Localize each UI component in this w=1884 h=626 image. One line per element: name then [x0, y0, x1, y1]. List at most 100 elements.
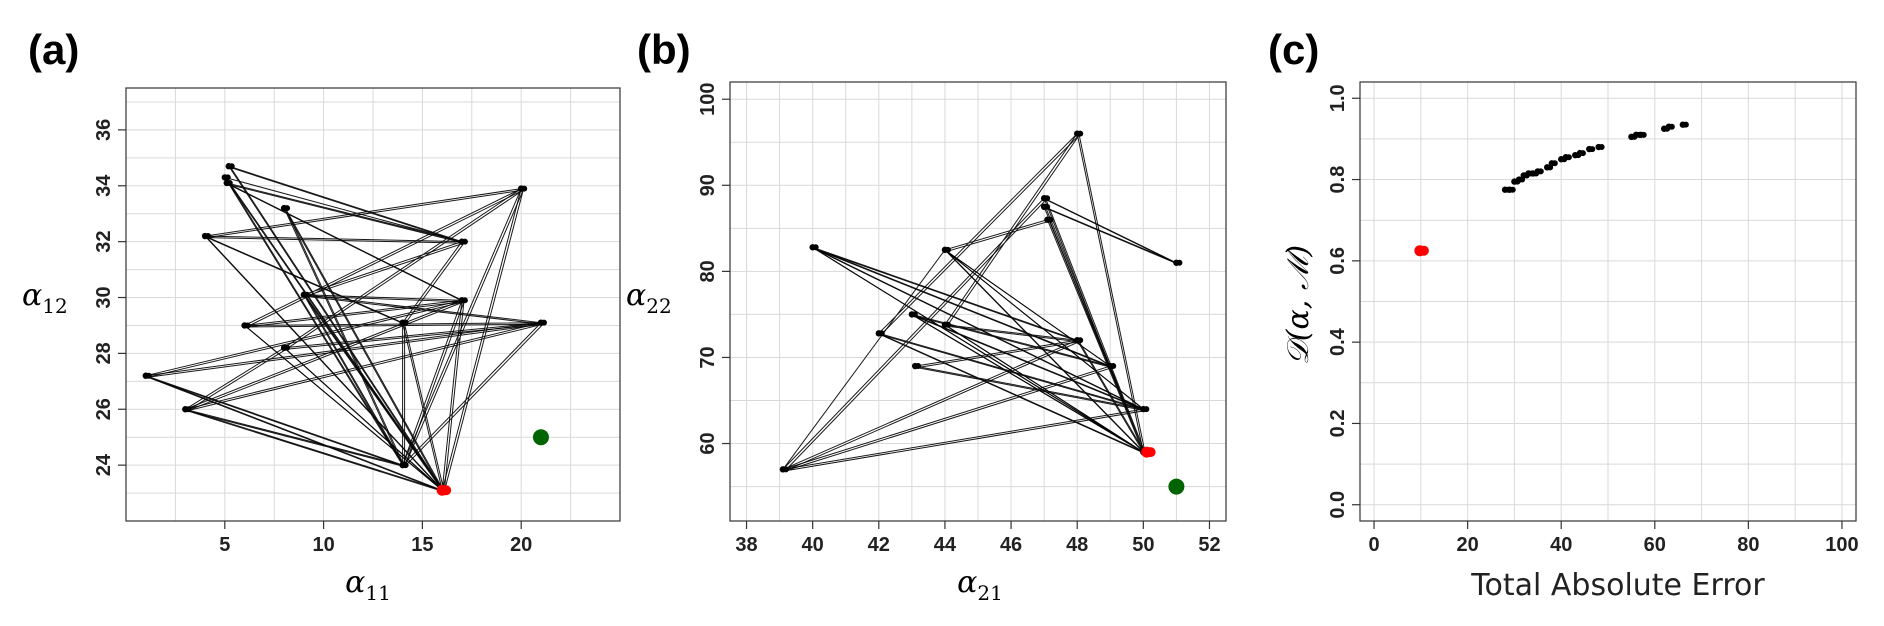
data-point — [540, 319, 547, 326]
x-tick-label: 42 — [868, 534, 890, 556]
trajectory-line — [782, 132, 1177, 470]
data-point — [944, 321, 951, 328]
x-axis-label: Total Absolute Error — [1470, 568, 1765, 603]
data-point — [145, 372, 152, 379]
data-point — [1668, 123, 1675, 130]
x-tick-label: 20 — [1456, 534, 1478, 556]
chart-panel-c: 0 20 40 60 80 100 0.0 0.2 0.4 0.6 0.8 1.0 Total Abso… — [1281, 81, 1859, 603]
x-tick-label: 40 — [802, 534, 824, 556]
x-tick-label: 52 — [1198, 534, 1220, 556]
data-point — [1110, 363, 1117, 370]
data-point — [185, 406, 192, 413]
x-tick-label: 50 — [1132, 534, 1154, 556]
data-point — [1579, 150, 1586, 157]
y-tick-label: 0.8 — [1327, 166, 1349, 194]
x-tick-label: 44 — [934, 534, 957, 556]
plot-frame — [125, 87, 621, 522]
data-point — [461, 238, 468, 245]
data-point — [224, 174, 231, 181]
data-point — [1537, 168, 1544, 175]
data-point — [812, 244, 819, 251]
data-point — [1077, 337, 1084, 344]
data-point — [303, 291, 310, 298]
y-tick-label: 24 — [93, 453, 115, 476]
y-tick-label: 100 — [697, 83, 719, 116]
y-tick-label: 70 — [697, 346, 719, 368]
plot-frame — [1359, 81, 1857, 522]
plot-frame — [729, 81, 1227, 522]
data-point — [402, 319, 409, 326]
y-tick-label: 60 — [697, 432, 719, 454]
data-point — [1077, 130, 1084, 137]
x-tick-label: 5 — [219, 534, 230, 556]
data-point — [461, 297, 468, 304]
data-point — [1044, 195, 1051, 202]
x-tick-label: 100 — [1825, 534, 1858, 556]
data-point — [1640, 131, 1647, 138]
y-tick-label: 26 — [93, 398, 115, 420]
y-tick-label: 1.0 — [1327, 84, 1349, 112]
x-tick-label: 10 — [312, 534, 334, 556]
data-point — [1509, 186, 1516, 193]
data-point — [782, 466, 789, 473]
y-tick-label: 0.6 — [1327, 247, 1349, 275]
x-tick-label: 38 — [735, 534, 757, 556]
panel-label-a: (a) — [28, 26, 79, 73]
data-point — [1551, 160, 1558, 167]
y-tick-label: 0.0 — [1327, 491, 1349, 519]
x-tick-label: 46 — [1000, 534, 1022, 556]
data-point — [244, 322, 251, 329]
x-tick-label: 15 — [411, 534, 433, 556]
x-tick-label: 80 — [1737, 534, 1759, 556]
y-axis-label: α22 — [626, 278, 672, 318]
data-point — [284, 344, 291, 351]
data-point — [205, 233, 212, 240]
target-point — [1168, 478, 1185, 495]
data-point — [1589, 146, 1596, 153]
current-point — [1418, 245, 1429, 256]
data-point — [1682, 121, 1689, 128]
y-tick-label: 36 — [93, 119, 115, 141]
current-point — [1145, 447, 1156, 458]
y-tick-label: 80 — [697, 260, 719, 282]
data-point — [521, 185, 528, 192]
data-point — [1044, 203, 1051, 210]
data-point — [228, 163, 235, 170]
x-tick-label: 60 — [1644, 534, 1666, 556]
data-point — [226, 179, 233, 186]
chart-panel-b: 38 40 42 44 46 48 50 52 60 70 80 90 100 α21 α22 — [626, 81, 1227, 605]
y-tick-label: 32 — [93, 231, 115, 253]
y-tick-label: 0.2 — [1327, 410, 1349, 438]
x-axis-label: α21 — [957, 565, 1003, 605]
target-point — [532, 429, 549, 446]
x-tick-label: 0 — [1368, 534, 1379, 556]
y-tick-label: 34 — [93, 174, 115, 197]
x-axis-label: α11 — [345, 565, 391, 605]
x-tick-label: 48 — [1066, 534, 1088, 556]
y-tick-label: 28 — [93, 342, 115, 364]
y-tick-label: 90 — [697, 174, 719, 196]
data-point — [1047, 216, 1054, 223]
data-point — [402, 462, 409, 469]
trajectory-line — [146, 166, 545, 494]
y-axis-label: α12 — [22, 278, 68, 318]
data-point — [1565, 154, 1572, 161]
data-point — [878, 330, 885, 337]
current-point — [441, 485, 452, 496]
data-point — [915, 363, 922, 370]
x-tick-label: 20 — [510, 534, 532, 556]
y-tick-label: 30 — [93, 286, 115, 308]
data-point — [911, 311, 918, 318]
y-axis-label: 𝒟(α, ℳ) — [1281, 245, 1316, 365]
x-tick-label: 40 — [1550, 534, 1572, 556]
trajectory-line — [144, 165, 543, 492]
data-point — [1176, 259, 1183, 266]
y-tick-label: 0.4 — [1327, 327, 1349, 356]
data-point — [1143, 406, 1150, 413]
data-point — [944, 246, 951, 253]
data-point — [1598, 144, 1605, 151]
data-point — [284, 205, 291, 212]
panel-label-c: (c) — [1268, 26, 1319, 73]
panel-label-b: (b) — [637, 26, 691, 73]
